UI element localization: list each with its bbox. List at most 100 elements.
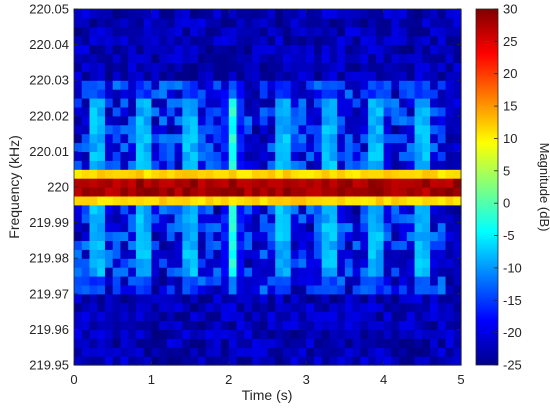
heatmap-cell: [120, 151, 129, 161]
heatmap-cell: [143, 35, 152, 46]
heatmap-cell: [120, 133, 129, 144]
heatmap-cell: [321, 124, 331, 135]
heatmap-cell: [391, 284, 400, 295]
heatmap-cell: [437, 53, 447, 63]
heatmap-cell: [213, 151, 222, 161]
heatmap-cell: [290, 44, 300, 55]
heatmap-cell: [329, 293, 338, 304]
heatmap-cell: [453, 276, 462, 286]
heatmap-cell: [259, 17, 269, 28]
heatmap-cell: [135, 133, 145, 144]
heatmap-cell: [453, 142, 462, 152]
heatmap-cell: [97, 106, 106, 117]
heatmap-cell: [306, 160, 315, 170]
heatmap-cell: [135, 338, 145, 348]
heatmap-cell: [197, 249, 207, 259]
heatmap-cell: [182, 249, 191, 259]
heatmap-cell: [352, 160, 361, 170]
heatmap-cell: [221, 293, 230, 304]
heatmap-cell: [430, 195, 439, 206]
y-tick-label: 220.02: [29, 108, 69, 123]
heatmap-cell: [174, 329, 183, 339]
heatmap-cell: [228, 204, 238, 215]
heatmap-cell: [244, 115, 253, 126]
heatmap-cell: [453, 169, 462, 179]
heatmap-cell: [453, 267, 462, 277]
heatmap-cell: [290, 347, 300, 357]
heatmap-cell: [337, 62, 346, 72]
heatmap-cell: [329, 17, 338, 28]
heatmap-cell: [236, 178, 245, 188]
heatmap-cell: [414, 71, 423, 81]
heatmap-cell: [252, 187, 261, 197]
heatmap-cell: [252, 293, 261, 304]
heatmap-cell: [313, 267, 323, 277]
heatmap-cell: [321, 62, 331, 72]
heatmap-cell: [383, 187, 392, 197]
heatmap-cell: [120, 293, 129, 304]
x-tick-label: 3: [303, 372, 310, 387]
heatmap-cell: [89, 249, 98, 259]
heatmap-cell: [112, 240, 122, 250]
heatmap-cell: [104, 80, 114, 90]
heatmap-cell: [298, 89, 307, 99]
heatmap-cell: [267, 187, 276, 197]
heatmap-cell: [128, 222, 137, 233]
heatmap-cell: [282, 213, 292, 224]
heatmap-cell: [337, 142, 346, 152]
heatmap-cell: [267, 347, 276, 357]
heatmap-cell: [437, 347, 447, 357]
heatmap-cell: [337, 169, 346, 179]
heatmap-cell: [430, 89, 439, 99]
heatmap-cell: [368, 195, 377, 206]
heatmap-cell: [282, 89, 292, 99]
heatmap-cell: [414, 195, 423, 206]
heatmap-cell: [81, 356, 91, 366]
heatmap-cell: [143, 276, 152, 286]
heatmap-cell: [159, 160, 168, 170]
heatmap-cell: [166, 284, 176, 295]
heatmap-cell: [414, 231, 423, 241]
heatmap-cell: [399, 356, 408, 366]
heatmap-cell: [252, 338, 261, 348]
heatmap-cell: [445, 106, 454, 117]
heatmap-cell: [120, 258, 129, 268]
heatmap-cell: [89, 338, 98, 348]
heatmap-cell: [104, 115, 114, 126]
heatmap-cell: [321, 195, 331, 206]
heatmap-cell: [306, 89, 315, 99]
heatmap-cell: [104, 62, 114, 72]
heatmap-cell: [120, 35, 129, 46]
heatmap-cell: [97, 115, 106, 126]
heatmap-cell: [437, 240, 447, 250]
heatmap-cell: [128, 258, 137, 268]
heatmap-cell: [399, 249, 408, 259]
heatmap-cell: [275, 133, 284, 144]
heatmap-cell: [422, 178, 431, 188]
heatmap-cell: [399, 187, 408, 197]
heatmap-cell: [166, 338, 176, 348]
heatmap-cell: [135, 169, 145, 179]
heatmap-cell: [166, 133, 176, 144]
heatmap-cell: [267, 80, 276, 90]
heatmap-cell: [128, 276, 137, 286]
heatmap-cell: [437, 9, 447, 19]
heatmap-cell: [236, 249, 245, 259]
heatmap-cell: [228, 9, 238, 19]
heatmap-cell: [174, 89, 183, 99]
heatmap-cell: [135, 329, 145, 339]
heatmap-cell: [166, 26, 176, 37]
heatmap-cell: [290, 284, 300, 295]
heatmap-cell: [182, 26, 191, 37]
heatmap-cell: [352, 240, 361, 250]
heatmap-cell: [221, 26, 230, 37]
heatmap-cell: [74, 311, 83, 322]
heatmap-cell: [190, 276, 199, 286]
heatmap-cell: [453, 178, 462, 188]
heatmap-cell: [375, 240, 385, 250]
heatmap-cell: [313, 213, 323, 224]
heatmap-cell: [282, 80, 292, 90]
heatmap-cell: [414, 347, 423, 357]
heatmap-cell: [143, 329, 152, 339]
heatmap-cell: [368, 89, 377, 99]
